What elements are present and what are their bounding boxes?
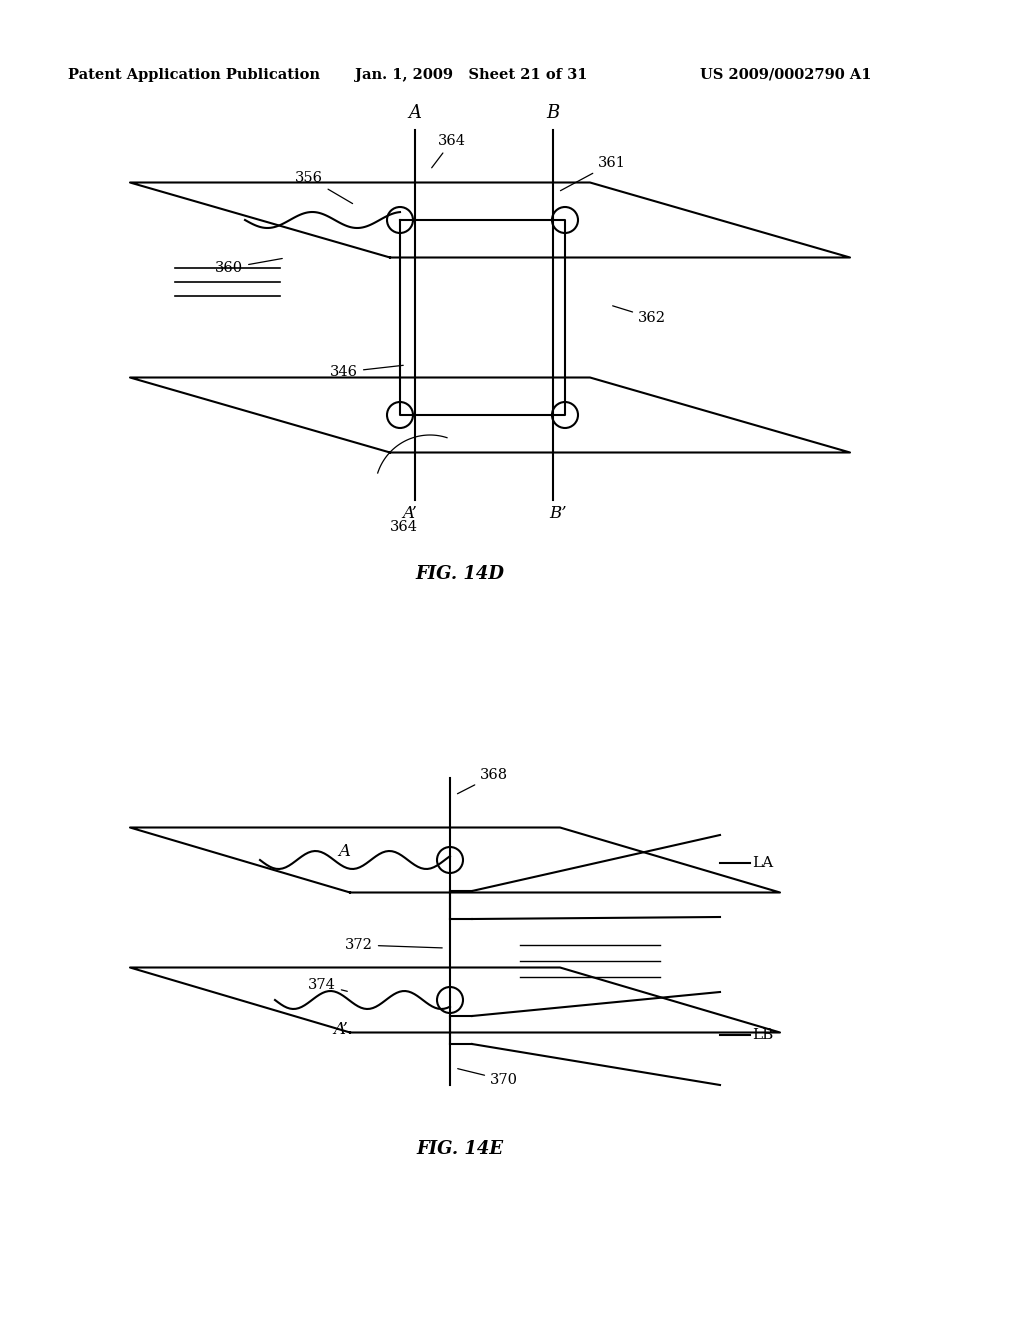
Text: Patent Application Publication: Patent Application Publication [68, 69, 319, 82]
Text: 361: 361 [560, 156, 626, 190]
Text: LB: LB [752, 1028, 773, 1041]
Text: A: A [409, 104, 422, 121]
Text: 356: 356 [295, 172, 352, 203]
Text: FIG. 14D: FIG. 14D [416, 565, 505, 583]
Text: A: A [338, 843, 350, 861]
Text: 360: 360 [215, 259, 283, 275]
Text: 370: 370 [458, 1069, 518, 1086]
Text: A’: A’ [402, 506, 418, 521]
Text: 364: 364 [432, 135, 466, 168]
Text: FIG. 14E: FIG. 14E [417, 1140, 504, 1158]
Text: 372: 372 [345, 939, 442, 952]
Text: 368: 368 [458, 768, 508, 793]
Text: 362: 362 [612, 306, 666, 325]
Text: B: B [547, 104, 560, 121]
Text: B’: B’ [549, 506, 566, 521]
Text: 346: 346 [330, 366, 403, 379]
Text: 374: 374 [308, 978, 347, 993]
Text: LA: LA [752, 855, 773, 870]
Text: 364: 364 [390, 520, 418, 535]
Text: US 2009/0002790 A1: US 2009/0002790 A1 [700, 69, 871, 82]
Text: Jan. 1, 2009   Sheet 21 of 31: Jan. 1, 2009 Sheet 21 of 31 [355, 69, 588, 82]
Text: A’: A’ [333, 1022, 348, 1039]
